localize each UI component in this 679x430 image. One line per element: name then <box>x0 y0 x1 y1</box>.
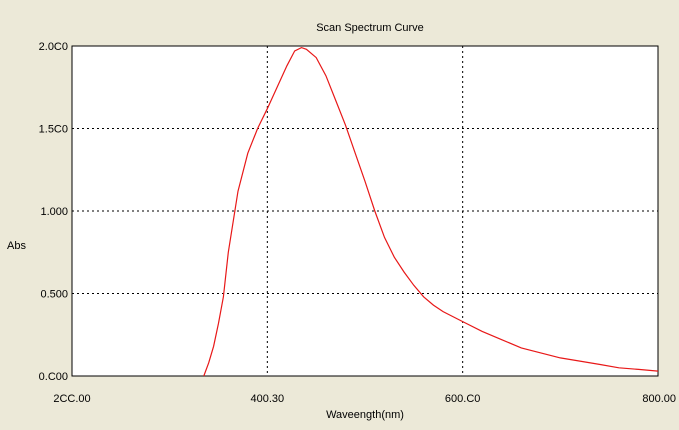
y-tick-label: 1.5C0 <box>39 124 68 136</box>
y-tick-label: 2.0C0 <box>39 41 68 53</box>
x-axis-label: Waveength(nm) <box>326 409 404 421</box>
spectrum-series-line <box>203 46 659 377</box>
y-tick-label: 0.500 <box>40 289 68 301</box>
y-axis-label: Abs <box>7 240 26 252</box>
y-tick-label: 0.C00 <box>39 371 68 383</box>
axis-tick-labels: 0.C00 0.500 1.000 1.5C0 2.0C0 2CC.00 400.30 600… <box>39 41 676 405</box>
chart-title: Scan Spectrum Curve <box>316 22 424 34</box>
x-tick-label: 2CC.00 <box>53 393 90 405</box>
y-tick-label: 1.000 <box>40 206 68 218</box>
plot-area <box>71 45 659 377</box>
x-tick-label: 600.C0 <box>445 393 480 405</box>
x-tick-label: 800.00 <box>642 393 676 405</box>
x-tick-label: 400.30 <box>251 393 285 405</box>
